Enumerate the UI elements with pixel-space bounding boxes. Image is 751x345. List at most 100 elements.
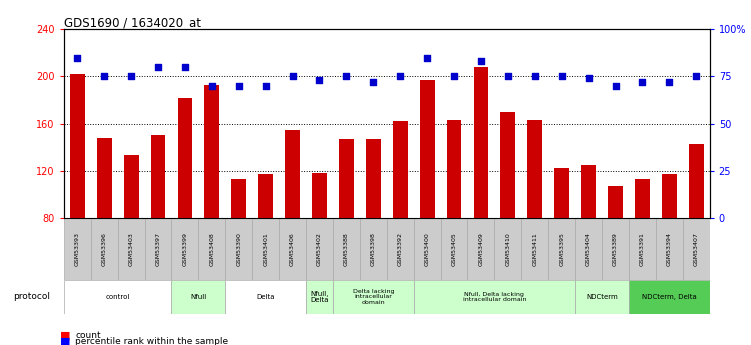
Bar	[144, 218, 171, 280]
Text: GSM53407: GSM53407	[694, 232, 698, 266]
Text: GSM53396: GSM53396	[101, 232, 107, 266]
Text: GSM53410: GSM53410	[505, 232, 511, 266]
Text: GSM53391: GSM53391	[640, 232, 645, 266]
Point	[394, 74, 406, 79]
Bar	[171, 218, 198, 280]
Point	[421, 55, 433, 60]
Point	[179, 64, 191, 70]
Bar	[420, 80, 435, 218]
Bar	[467, 218, 494, 280]
Text: GSM53409: GSM53409	[478, 232, 484, 266]
Text: ■: ■	[60, 331, 71, 340]
Bar	[204, 85, 219, 218]
Bar	[258, 174, 273, 218]
Text: GSM53397: GSM53397	[155, 232, 161, 266]
Text: NDCterm: NDCterm	[587, 294, 618, 300]
Bar	[231, 179, 246, 218]
Point	[529, 74, 541, 79]
Point	[98, 74, 110, 79]
Point	[260, 83, 272, 89]
Point	[313, 78, 325, 83]
Text: GSM53393: GSM53393	[75, 232, 80, 266]
Text: GSM53389: GSM53389	[613, 232, 618, 266]
Text: GSM53406: GSM53406	[290, 232, 295, 266]
Text: GSM53403: GSM53403	[128, 232, 134, 266]
Point	[233, 83, 245, 89]
Bar	[447, 120, 461, 218]
Bar	[279, 218, 306, 280]
Bar	[662, 174, 677, 218]
Text: ■: ■	[60, 337, 71, 345]
Text: GSM53405: GSM53405	[451, 232, 457, 266]
Bar	[225, 280, 306, 314]
Point	[287, 74, 299, 79]
Bar	[656, 218, 683, 280]
Text: protocol: protocol	[14, 292, 50, 301]
Bar	[689, 144, 704, 218]
Bar	[118, 218, 144, 280]
Point	[502, 74, 514, 79]
Text: GSM53394: GSM53394	[667, 232, 672, 266]
Bar	[387, 218, 414, 280]
Bar	[548, 218, 575, 280]
Bar	[171, 280, 225, 314]
Bar	[414, 218, 441, 280]
Text: GSM53390: GSM53390	[237, 232, 241, 266]
Text: GSM53402: GSM53402	[317, 232, 322, 266]
Bar	[306, 218, 333, 280]
Text: GSM53398: GSM53398	[371, 232, 376, 266]
Bar	[225, 218, 252, 280]
Point	[690, 74, 702, 79]
Bar	[91, 218, 118, 280]
Bar	[500, 112, 515, 218]
Bar	[366, 139, 381, 218]
Text: Nfull, Delta lacking
intracellular domain: Nfull, Delta lacking intracellular domai…	[463, 292, 526, 302]
Text: GDS1690 / 1634020_at: GDS1690 / 1634020_at	[64, 16, 201, 29]
Point	[71, 55, 83, 60]
Point	[367, 79, 379, 85]
Text: control: control	[105, 294, 130, 300]
Text: GSM53399: GSM53399	[182, 232, 188, 266]
Text: GSM53408: GSM53408	[210, 232, 214, 266]
Bar	[360, 218, 387, 280]
Bar	[285, 129, 300, 218]
Bar	[494, 218, 521, 280]
Point	[610, 83, 622, 89]
Bar	[683, 218, 710, 280]
Bar	[64, 280, 171, 314]
Text: GSM53401: GSM53401	[263, 232, 268, 266]
Text: Delta lacking
intracellular
domain: Delta lacking intracellular domain	[352, 289, 394, 305]
Bar	[575, 280, 629, 314]
Bar	[198, 218, 225, 280]
Bar	[97, 138, 112, 218]
Point	[475, 59, 487, 64]
Point	[340, 74, 352, 79]
Text: GSM53411: GSM53411	[532, 232, 537, 266]
Bar	[575, 218, 602, 280]
Text: GSM53395: GSM53395	[559, 232, 564, 266]
Point	[663, 79, 675, 85]
Text: GSM53404: GSM53404	[586, 232, 591, 266]
Bar	[521, 218, 548, 280]
Bar	[629, 218, 656, 280]
Bar	[441, 218, 467, 280]
Text: GSM53392: GSM53392	[398, 232, 403, 266]
Bar	[333, 218, 360, 280]
Bar	[414, 280, 575, 314]
Bar	[602, 218, 629, 280]
Bar	[306, 280, 333, 314]
Bar	[312, 173, 327, 218]
Point	[152, 64, 164, 70]
Text: Delta: Delta	[256, 294, 275, 300]
Point	[448, 74, 460, 79]
Bar	[177, 98, 192, 218]
Bar	[151, 136, 165, 218]
Bar	[474, 67, 488, 218]
Text: Nfull: Nfull	[190, 294, 207, 300]
Text: NDCterm, Delta: NDCterm, Delta	[642, 294, 697, 300]
Point	[583, 76, 595, 81]
Bar	[527, 120, 542, 218]
Bar	[252, 218, 279, 280]
Bar	[554, 168, 569, 218]
Bar	[581, 165, 596, 218]
